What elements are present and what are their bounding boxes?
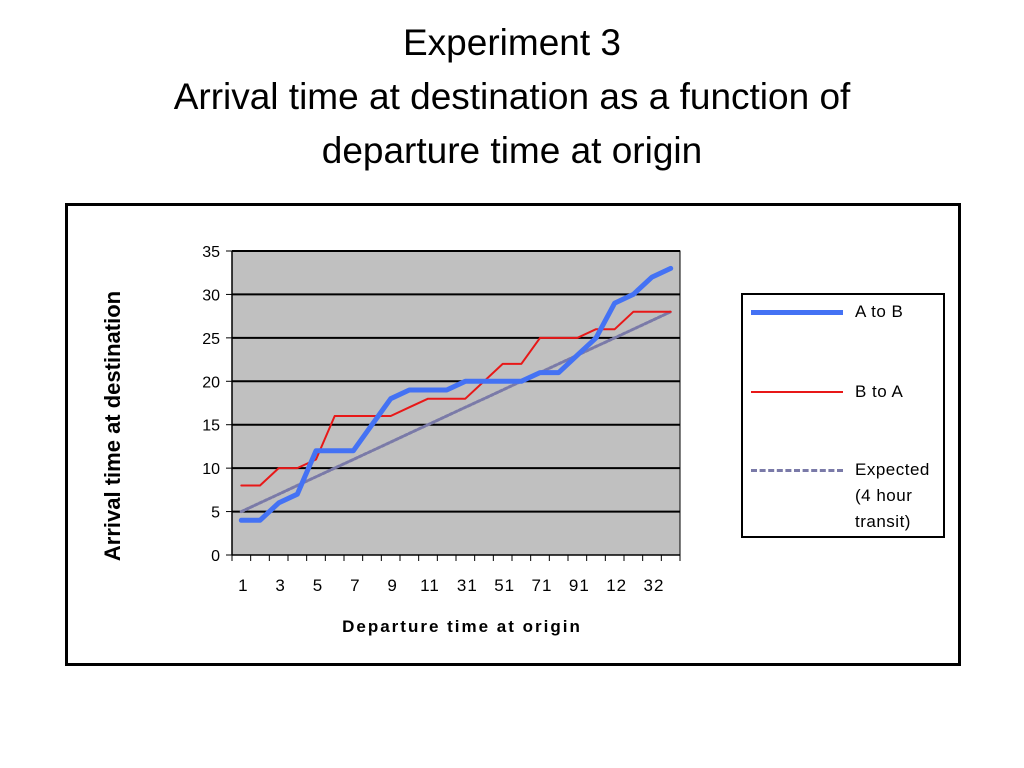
legend-label-expected: Expected (4 hour transit) bbox=[855, 460, 930, 531]
y-tick-label: 5 bbox=[211, 505, 220, 522]
legend-label-b-to-a: B to A bbox=[855, 382, 904, 401]
x-tick-label: 7 bbox=[350, 576, 360, 595]
x-tick-label: 32 bbox=[644, 576, 665, 595]
y-tick-label: 30 bbox=[202, 287, 220, 304]
legend-swatch-b-to-a bbox=[751, 391, 843, 393]
y-tick-label: 15 bbox=[202, 418, 220, 435]
y-tick-label: 10 bbox=[202, 461, 220, 478]
series-line-a-to-b bbox=[238, 265, 674, 523]
title-line-2: Arrival time at destination as a functio… bbox=[173, 76, 851, 117]
x-tick-label: 71 bbox=[532, 576, 553, 595]
series-line-expected bbox=[239, 310, 673, 514]
y-tick-label: 20 bbox=[202, 374, 220, 391]
legend-swatch-expected bbox=[751, 469, 843, 472]
x-tick-label: 12 bbox=[606, 576, 627, 595]
plot-area bbox=[231, 250, 681, 556]
title-line-3: departure time at origin bbox=[321, 130, 703, 171]
legend-label-a-to-b: A to B bbox=[855, 302, 904, 321]
slide-title: Experiment 3 Arrival time at destination… bbox=[0, 16, 1024, 178]
x-tick-label: 5 bbox=[313, 576, 323, 595]
y-tick-label: 25 bbox=[202, 331, 220, 348]
chart-legend: A to B B to A Expected (4 hour transit) bbox=[741, 293, 945, 538]
x-tick-label: 51 bbox=[494, 576, 515, 595]
y-tick-label: 0 bbox=[211, 548, 220, 565]
x-tick-label: 11 bbox=[420, 576, 440, 595]
legend-swatch-a-to-b bbox=[751, 310, 843, 315]
x-tick-label: 91 bbox=[569, 576, 590, 595]
x-tick-label: 9 bbox=[387, 576, 397, 595]
x-tick-label: 3 bbox=[275, 576, 285, 595]
title-line-1: Experiment 3 bbox=[403, 22, 621, 63]
x-tick-label: 31 bbox=[457, 576, 478, 595]
y-axis-label: Arrival time at destination bbox=[100, 290, 125, 562]
y-tick-label: 35 bbox=[202, 244, 220, 261]
x-tick-label: 1 bbox=[238, 576, 248, 595]
x-axis-label: Departure time at origin bbox=[342, 617, 582, 636]
